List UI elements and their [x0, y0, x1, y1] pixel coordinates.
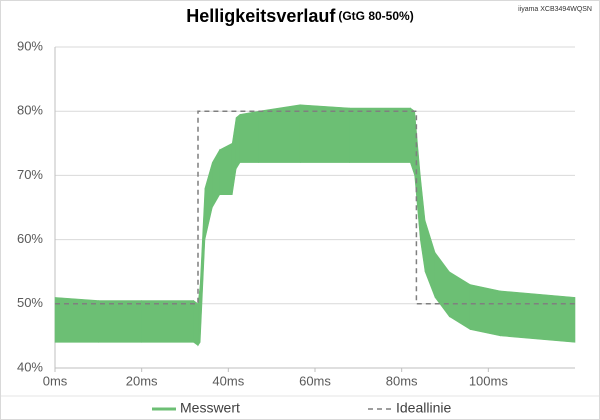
band-segment: [349, 107, 411, 163]
band-segment: [469, 284, 501, 337]
x-tick-label: 100ms: [469, 373, 509, 388]
y-tick-label: 70%: [17, 167, 43, 182]
ideal-line: [55, 110, 575, 305]
band-segment: [235, 113, 241, 171]
title: Helligkeitsverlauf: [186, 6, 336, 26]
x-tick-label: 60ms: [299, 373, 331, 388]
y-tick-label: 50%: [17, 295, 43, 310]
y-tick-label: 40%: [17, 359, 43, 374]
x-tick-label: 0ms: [43, 373, 68, 388]
band-segment: [239, 110, 259, 163]
y-tick-label: 80%: [17, 103, 43, 118]
x-tick-label: 80ms: [386, 373, 418, 388]
y-tick-label: 90%: [17, 38, 43, 53]
chart-title: Helligkeitsverlauf (GtG 80-50%): [186, 6, 413, 26]
band-segment: [141, 300, 194, 343]
band-segment: [219, 142, 233, 195]
band-segment: [98, 300, 142, 343]
legend-label: Ideallinie: [396, 400, 451, 416]
band-segment: [193, 299, 199, 347]
y-tick-label: 60%: [17, 231, 43, 246]
band-segment: [410, 107, 415, 176]
x-tick-label: 20ms: [126, 373, 158, 388]
annotation: iiyama XCB3494WQSN: [518, 6, 592, 13]
band-segment: [258, 104, 301, 163]
band-segment: [500, 290, 576, 343]
x-tick-label: 40ms: [212, 373, 244, 388]
legend-label: Messwert: [180, 400, 240, 416]
subtitle: (GtG 80-50%): [338, 9, 413, 23]
band-segment: [299, 104, 350, 163]
